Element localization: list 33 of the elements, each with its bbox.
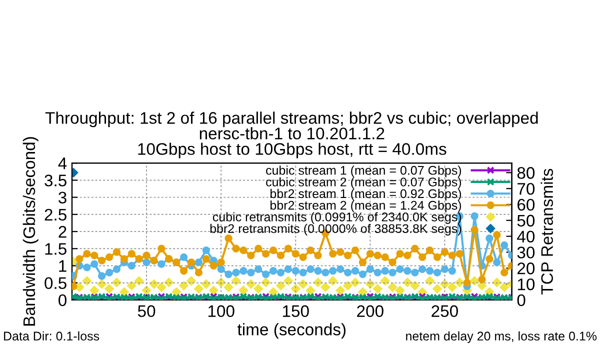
text: netem delay 20 ms, loss rate 0.1% [406, 331, 597, 343]
y-tick-label: 1.5 [45, 243, 66, 255]
x-axis-title: time (seconds) [238, 323, 346, 339]
y-tick-label: 3.5 [44, 174, 66, 186]
x-tick-label: 50 [138, 305, 156, 318]
y2-axis-title: TCP Retransmits [540, 168, 553, 294]
x-tick-label: 100 [208, 305, 234, 318]
y2-tick-label: 40 [517, 230, 535, 242]
y2-tick-label: 20 [518, 262, 535, 274]
legend-label: bbr2 stream 1 (mean = 0.92 Gbps) [270, 188, 462, 201]
y2-tick-label: 60 [518, 198, 535, 211]
y-tick-label: 2.5 [44, 208, 66, 221]
chart-title: Throughput: 1st 2 of 16 parallel streams; bbr2 vs cubic; overlapped nersc-tbn-1 to 10.201.1.2 10Gbps host to 10Gbps host, rtt = 40.0ms [45, 112, 538, 158]
x-tick-label: 150 [282, 305, 309, 318]
y-axis-title: Bandwidth (Gbits/second) [22, 137, 38, 326]
y2-tick-label: 30 [517, 246, 535, 258]
y-tick-label: 0.5 [44, 277, 66, 290]
legend-label: cubic stream 2 (mean = 0.07 Gbps) [266, 177, 462, 189]
y-tick-label: 2 [58, 226, 66, 238]
y2-tick-label: 10 [518, 278, 535, 290]
y-tick-label: 0 [58, 294, 66, 306]
legend-label: cubic stream 1 (mean = 0.07 Gbps) [266, 166, 462, 178]
y-tick-label: 1 [59, 260, 66, 272]
y-tick-label: 3 [58, 192, 66, 204]
y2-tick-label: 70 [518, 182, 535, 195]
y2-tick-label: 80 [517, 167, 535, 179]
x-tick-label: 200 [357, 305, 384, 318]
legend-label: bbr2 stream 2 (mean = 1.24 Gbps) [270, 200, 462, 212]
y-tick-label: 4 [58, 158, 67, 170]
text: Data Dir: 0.1-loss [4, 331, 100, 341]
y2-tick-label: 50 [517, 214, 535, 227]
y2-tick-label: 0 [517, 294, 526, 306]
x-tick-label: 250 [432, 305, 458, 318]
